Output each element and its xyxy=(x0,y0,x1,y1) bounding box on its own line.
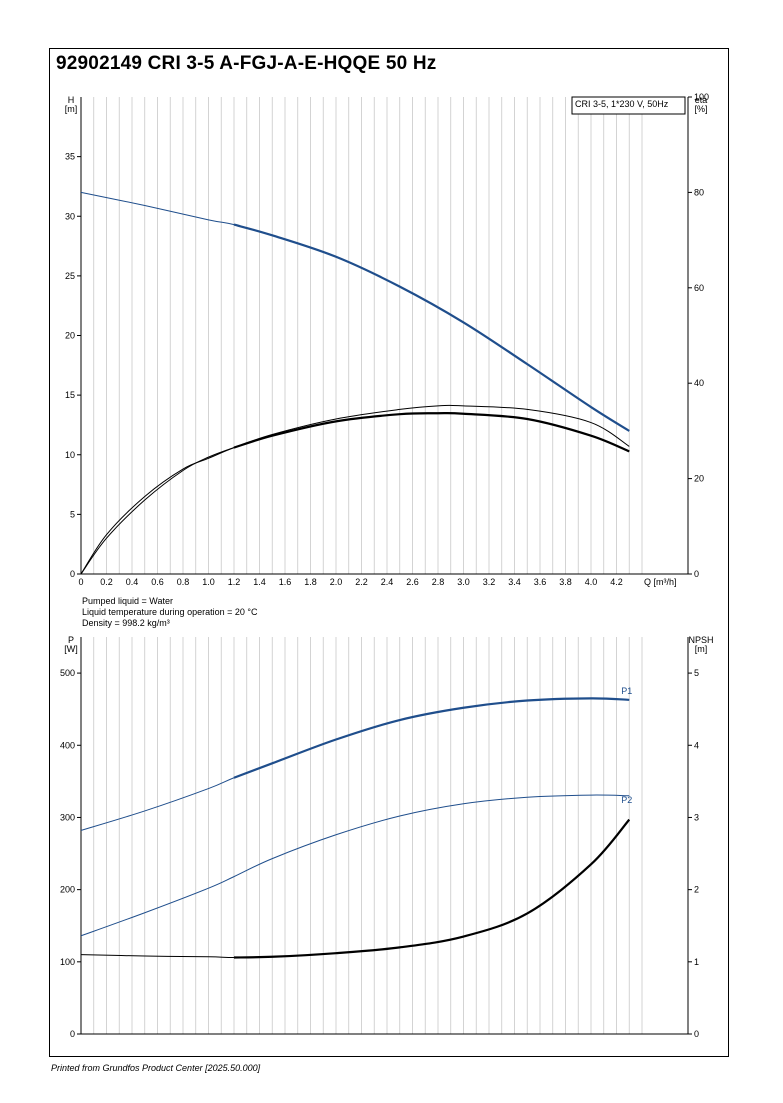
y-right-tick-label: 2 xyxy=(694,885,699,895)
x-tick-label: 4.2 xyxy=(610,577,623,587)
x-tick-label: 3.2 xyxy=(483,577,496,587)
page-title: 92902149 CRI 3-5 A-FGJ-A-E-HQQE 50 Hz xyxy=(56,53,437,74)
y-right-tick-label: 40 xyxy=(694,378,704,388)
y-left-tick-label: 300 xyxy=(60,812,75,822)
x-tick-label: 4.0 xyxy=(585,577,598,587)
series-line xyxy=(80,819,630,958)
legend-box xyxy=(571,96,686,115)
x-tick-label: 2.4 xyxy=(381,577,394,587)
y-right-tick-label: 20 xyxy=(694,474,704,484)
y-left-tick-label: 500 xyxy=(60,668,75,678)
y-right-tick-label: 4 xyxy=(694,740,699,750)
y-right-tick-label: 1 xyxy=(694,957,699,967)
x-tick-label: 0 xyxy=(78,577,83,587)
x-tick-label: 0.6 xyxy=(151,577,164,587)
series-line-recommended xyxy=(233,697,630,779)
y-right-tick-label: 0 xyxy=(694,1029,699,1039)
series-line xyxy=(80,404,630,575)
x-tick-label: 2.6 xyxy=(406,577,419,587)
series-line xyxy=(80,412,630,575)
series-label-p1: P1 xyxy=(621,686,632,696)
x-tick-label: 2.8 xyxy=(432,577,445,587)
y-right-tick-label: 60 xyxy=(694,283,704,293)
x-axis-label: Q [m³/h] xyxy=(644,577,677,587)
x-tick-label: 1.0 xyxy=(202,577,215,587)
series-label-p2: P2 xyxy=(621,795,632,805)
y-right-tick-label: 3 xyxy=(694,812,699,822)
y-right-tick-label: 5 xyxy=(694,668,699,678)
x-tick-label: 3.8 xyxy=(559,577,572,587)
y-left-axis-name: H xyxy=(68,95,75,105)
x-tick-label: 1.4 xyxy=(253,577,266,587)
y-left-tick-label: 35 xyxy=(65,152,75,162)
x-tick-label: 3.6 xyxy=(534,577,547,587)
y-right-axis-unit: [m] xyxy=(695,644,708,654)
chart-frame xyxy=(49,48,729,1057)
x-tick-label: 1.2 xyxy=(228,577,241,587)
legend-box-label: CRI 3-5, 1*230 V, 50Hz xyxy=(575,99,669,109)
x-tick-label: 1.6 xyxy=(279,577,292,587)
y-left-tick-label: 400 xyxy=(60,740,75,750)
x-tick-label: 0.2 xyxy=(100,577,113,587)
y-left-tick-label: 25 xyxy=(65,271,75,281)
y-right-axis-unit: [%] xyxy=(694,104,707,114)
y-left-tick-label: 15 xyxy=(65,390,75,400)
y-left-axis-unit: [m] xyxy=(65,104,78,114)
y-left-tick-label: 0 xyxy=(70,569,75,579)
condition-line: Density = 998.2 kg/m³ xyxy=(82,618,170,628)
footer-note: Printed from Grundfos Product Center [20… xyxy=(51,1063,261,1073)
x-tick-label: 2.0 xyxy=(330,577,343,587)
x-tick-label: 0.8 xyxy=(177,577,190,587)
y-right-tick-label: 100 xyxy=(694,92,709,102)
series-line xyxy=(80,794,630,937)
series-line-recommended xyxy=(233,818,631,959)
y-right-axis-name: eta xyxy=(695,95,708,105)
y-left-tick-label: 0 xyxy=(70,1029,75,1039)
y-left-tick-label: 20 xyxy=(65,331,75,341)
y-left-tick-label: 100 xyxy=(60,957,75,967)
x-tick-label: 3.4 xyxy=(508,577,521,587)
series-line xyxy=(80,697,630,831)
y-right-axis-name: NPSH xyxy=(688,635,713,645)
y-left-tick-label: 5 xyxy=(70,509,75,519)
x-tick-label: 1.8 xyxy=(304,577,317,587)
y-left-tick-label: 10 xyxy=(65,450,75,460)
x-tick-label: 2.2 xyxy=(355,577,368,587)
condition-line: Liquid temperature during operation = 20… xyxy=(82,607,258,617)
series-line-recommended xyxy=(233,223,630,432)
y-left-tick-label: 200 xyxy=(60,885,75,895)
series-line-recommended xyxy=(233,412,630,453)
x-tick-label: 0.4 xyxy=(126,577,139,587)
y-left-tick-label: 30 xyxy=(65,211,75,221)
y-right-tick-label: 0 xyxy=(694,569,699,579)
condition-line: Pumped liquid = Water xyxy=(82,596,173,606)
y-left-axis-unit: [W] xyxy=(64,644,78,654)
y-right-tick-label: 80 xyxy=(694,187,704,197)
series-line xyxy=(80,191,630,432)
y-left-axis-name: P xyxy=(68,635,74,645)
x-tick-label: 3.0 xyxy=(457,577,470,587)
